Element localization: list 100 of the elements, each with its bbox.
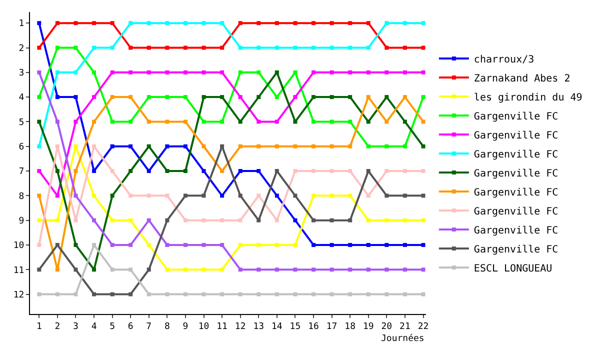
point (183, 169, 188, 174)
point (366, 70, 370, 74)
point (256, 242, 261, 247)
x-tick-label: 10 (198, 322, 210, 332)
point (92, 194, 96, 198)
point (146, 242, 151, 247)
point (110, 268, 114, 272)
point (384, 120, 389, 124)
point (220, 194, 224, 198)
point (128, 120, 133, 124)
point (274, 218, 279, 222)
y-tick-label: 9 (18, 216, 24, 226)
point (92, 292, 96, 296)
x-tick-label: 15 (290, 322, 301, 332)
y-tick-label: 4 (18, 93, 24, 104)
point (402, 194, 407, 198)
point (183, 46, 188, 50)
y-tick-label: 7 (18, 167, 24, 178)
point (330, 268, 334, 272)
point (312, 169, 316, 174)
point (348, 242, 352, 247)
point (128, 95, 133, 100)
point (110, 46, 114, 50)
point (183, 292, 188, 296)
point (274, 21, 279, 26)
point (384, 46, 389, 50)
point (37, 169, 42, 174)
point (92, 169, 96, 174)
point (165, 144, 170, 148)
point (330, 95, 334, 100)
point (421, 70, 426, 74)
point (74, 218, 78, 222)
point (330, 242, 334, 247)
point (421, 144, 426, 148)
point (330, 144, 334, 148)
point (146, 169, 151, 174)
point (183, 194, 188, 198)
point (312, 144, 316, 148)
point (238, 218, 242, 222)
point (330, 292, 334, 296)
point (238, 120, 242, 124)
point (348, 95, 352, 100)
point (312, 218, 316, 222)
point (256, 70, 261, 74)
y-tick-label: 12 (13, 290, 24, 300)
point (421, 95, 426, 100)
legend-label: les girondin du 49 (474, 92, 582, 104)
point (128, 292, 133, 296)
point (384, 292, 389, 296)
point (348, 144, 352, 148)
point (348, 268, 352, 272)
point (330, 194, 334, 198)
point (183, 144, 188, 148)
point (421, 268, 426, 272)
point (312, 194, 316, 198)
point (402, 95, 407, 100)
point (384, 169, 389, 174)
point (366, 46, 370, 50)
point (92, 120, 96, 124)
point (202, 268, 206, 272)
legend-label: Gargenville FC (474, 244, 558, 256)
y-tick-label: 11 (13, 266, 24, 276)
point (274, 292, 279, 296)
point (74, 46, 78, 50)
point (110, 292, 114, 296)
point (366, 144, 370, 148)
x-tick-label: 11 (216, 322, 228, 332)
point (92, 46, 96, 50)
point (74, 21, 78, 26)
point (256, 169, 261, 174)
x-tick-label: 5 (110, 322, 116, 332)
point (421, 194, 426, 198)
point (202, 144, 206, 148)
y-tick-label: 8 (18, 192, 24, 202)
point (421, 46, 426, 50)
x-tick-label: 17 (326, 322, 338, 332)
point (220, 120, 224, 124)
x-tick-label: 7 (146, 322, 152, 332)
point (220, 95, 224, 100)
point (384, 218, 389, 222)
x-axis-title: Journées (381, 333, 424, 344)
point (128, 218, 133, 222)
point (293, 120, 298, 124)
point (55, 292, 60, 296)
point (402, 21, 407, 26)
point (402, 70, 407, 74)
point (55, 169, 60, 174)
x-tick-label: 16 (308, 322, 319, 332)
point (402, 120, 407, 124)
point (274, 194, 279, 198)
point (128, 194, 133, 198)
point (220, 70, 224, 74)
point (37, 194, 42, 198)
y-tick-label: 10 (13, 241, 24, 252)
point (330, 218, 334, 222)
point (274, 46, 279, 50)
point (202, 194, 206, 198)
point (238, 292, 242, 296)
point (293, 292, 298, 296)
point (202, 242, 206, 247)
